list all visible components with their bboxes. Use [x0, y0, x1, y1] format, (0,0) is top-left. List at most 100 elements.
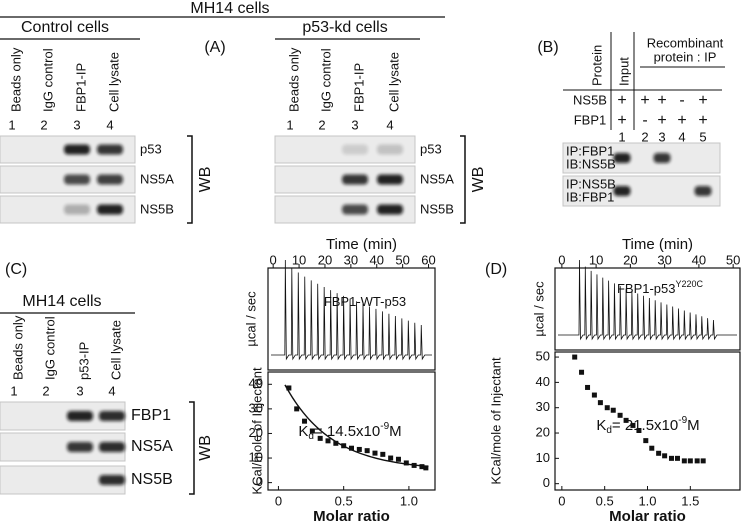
- bracket: [189, 401, 195, 495]
- tick-label: 0: [558, 493, 565, 508]
- data-point: [579, 369, 585, 375]
- lane-number: 2: [641, 129, 648, 144]
- band: [342, 144, 368, 155]
- tick-label: 40: [536, 374, 550, 389]
- band: [342, 204, 368, 215]
- lane-label: IgG control: [42, 316, 57, 380]
- lane-number: 2: [42, 383, 49, 398]
- data-point: [610, 407, 616, 413]
- panel-label: (C): [5, 261, 27, 278]
- data-point: [636, 427, 642, 433]
- lane-label: Beads only: [286, 47, 301, 112]
- data-point: [604, 405, 610, 411]
- axis-title: KCal/mole of Injectant: [249, 367, 264, 495]
- plot-frame: [554, 267, 741, 351]
- tick-label: 1.5: [681, 493, 699, 508]
- protein-header: Protein: [589, 45, 604, 86]
- panel-header: MH14 cells: [22, 293, 101, 310]
- data-point: [302, 418, 308, 424]
- lane-label: Cell lysate: [106, 52, 121, 112]
- data-point: [591, 392, 597, 398]
- tick-label: 10: [589, 252, 603, 267]
- blot-label: NS5B: [420, 201, 454, 216]
- axis-title: Molar ratio: [313, 508, 390, 524]
- tick-label: 60: [421, 252, 435, 267]
- tick-label: 10: [536, 450, 550, 465]
- axis-title: Molar ratio: [609, 508, 686, 524]
- data-point: [597, 400, 603, 406]
- data-point: [403, 460, 409, 466]
- group-title: Control cells: [21, 19, 109, 36]
- lane-number: 2: [318, 117, 325, 132]
- blot-label: NS5B: [140, 201, 174, 216]
- band: [342, 174, 368, 185]
- data-point: [630, 422, 636, 428]
- tick-label: 40: [692, 252, 706, 267]
- band: [377, 174, 403, 185]
- bracket: [187, 135, 193, 224]
- blot-label: IB:FBP1: [566, 189, 614, 204]
- panel-label: (D): [485, 261, 507, 278]
- data-point: [617, 412, 623, 418]
- band: [64, 174, 90, 185]
- data-point: [643, 438, 649, 444]
- data-point: [294, 406, 300, 412]
- data-point: [674, 455, 680, 461]
- raw-trace: [271, 259, 432, 361]
- lane-number: 3: [76, 383, 83, 398]
- data-point: [681, 458, 687, 464]
- kd-exponent: -9: [380, 421, 389, 432]
- data-point: [572, 354, 578, 360]
- tick-label: 10: [292, 252, 306, 267]
- tick-label: 30: [536, 399, 550, 414]
- tick-label: 10: [249, 449, 263, 464]
- data-point: [349, 445, 354, 451]
- data-point: [380, 451, 386, 457]
- band: [377, 204, 403, 215]
- sign: +: [677, 112, 686, 129]
- tick-label: 0.5: [596, 493, 614, 508]
- data-point: [694, 458, 700, 464]
- ip-header: protein : IP: [654, 49, 717, 64]
- plot-frame: [267, 267, 436, 371]
- input-header: Input: [616, 57, 631, 86]
- blot-label: NS5A: [140, 171, 174, 186]
- lane-label: IgG control: [318, 48, 333, 112]
- tick-label: 1.0: [638, 493, 656, 508]
- panel-label: (B): [537, 39, 558, 56]
- data-point: [395, 456, 401, 462]
- tick-label: 50: [726, 252, 740, 267]
- data-point: [317, 435, 323, 441]
- band: [694, 186, 712, 196]
- tick-label: 0.5: [335, 493, 353, 508]
- band: [613, 186, 631, 196]
- lane-number: 1: [286, 117, 293, 132]
- data-point: [333, 440, 339, 446]
- sign: +: [617, 92, 626, 109]
- sign: -: [642, 112, 647, 129]
- data-point: [423, 465, 429, 471]
- band: [99, 475, 125, 485]
- tick-label: 0: [558, 252, 565, 267]
- plot-title-text: FBP1-WT-p53: [324, 294, 406, 309]
- lane-label: Cell lysate: [108, 320, 123, 380]
- tick-label: 0: [256, 474, 263, 489]
- sign: -: [679, 92, 684, 109]
- kd-text: = 14.5x10: [314, 423, 380, 440]
- lane-number: 5: [699, 129, 706, 144]
- data-point: [656, 450, 662, 456]
- lane-number: 1: [618, 129, 625, 144]
- plot-title: FBP1-WT-p53: [324, 294, 406, 309]
- blot: [562, 175, 721, 207]
- blot-label: p53: [140, 141, 162, 156]
- data-point: [286, 385, 292, 391]
- axis-title: Time (min): [622, 236, 693, 253]
- blot-label: NS5B: [131, 471, 173, 488]
- panel-label: (A): [204, 39, 225, 56]
- tick-label: 30: [657, 252, 671, 267]
- tick-label: 40: [249, 376, 263, 391]
- data-point: [356, 446, 362, 452]
- tick-label: 40: [370, 252, 384, 267]
- tick-label: 30: [344, 252, 358, 267]
- lane-number: 4: [678, 129, 685, 144]
